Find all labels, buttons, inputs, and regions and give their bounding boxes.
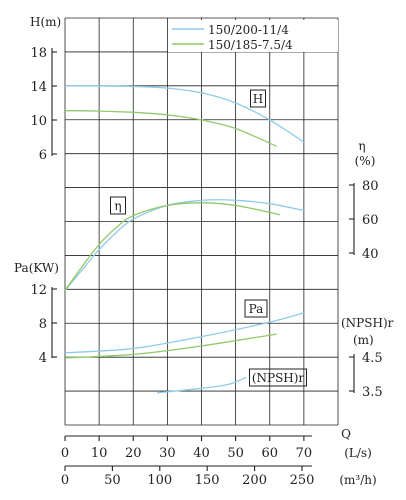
h-curve-200 [64,85,305,143]
pa-axis-tick-label: 12 [30,283,47,298]
legend-label: 150/185-7.5/4 [208,38,293,52]
q-axis-label: Q [341,427,351,441]
h-curve-tag-box [250,89,266,108]
q-ls-tick-label: 40 [193,446,210,461]
pa-axis-tick-label: 8 [39,317,47,332]
chart-axes [51,48,355,471]
h-axis-tick-label: 10 [30,114,47,129]
chart-labels: H(m)6101418Pa(KW)4812η(%)406080(NPSH)r(m… [14,15,394,488]
eta-curve-185 [64,202,281,291]
pa-axis-label: Pa(KW) [14,261,59,275]
q-m3h-tick-label: 100 [147,473,172,488]
h-curve-tag: H [253,92,263,106]
q-ls-unit-label: (L/s) [344,446,372,460]
legend-label: 150/200-11/4 [208,23,289,37]
eta-axis-unit: (%) [355,154,376,168]
eta-curve-tag: η [114,199,121,213]
eta-axis-tick-label: 80 [362,179,379,194]
h-axis-tick-label: 18 [30,46,47,61]
q-ls-tick-label: 10 [91,446,108,461]
pa-curve-185 [64,333,277,359]
npshr-curve-tag-box [249,368,307,387]
npshr-axis-unit: (m) [353,333,374,347]
eta-curve-200 [64,199,305,291]
q-ls-tick-label: 70 [296,446,313,461]
eta-curve-tag-box [110,196,126,215]
chart-grid [64,17,339,426]
q-m3h-tick-label: 0 [61,473,69,488]
npshr-curve-tag: (NPSH)r [252,371,305,385]
q-m3h-tick-label: 150 [195,473,220,488]
q-m3h-unit-label: (m³/h) [339,473,376,487]
pa-axis-tick-label: 4 [39,351,47,366]
h-curve-185 [64,110,277,147]
q-ls-tick-label: 30 [159,446,176,461]
h-axis-tick-label: 6 [39,148,47,163]
pa-curve-tag-box [244,299,268,318]
q-ls-tick-label: 60 [261,446,278,461]
h-axis-tick-label: 14 [30,80,47,95]
npshr-curve-200 [157,376,247,394]
eta-axis-tick-label: 60 [362,213,379,228]
legend-background [168,20,338,52]
npshr-axis-label: (NPSH)r [341,316,394,330]
q-ls-tick-label: 0 [61,446,69,461]
q-ls-tick-label: 50 [227,446,244,461]
npshr-axis-tick-label: 4.5 [362,351,383,366]
eta-axis-tick-label: 40 [362,247,379,262]
q-ls-tick-label: 20 [125,446,142,461]
q-m3h-tick-label: 50 [104,473,121,488]
eta-axis-label: η [358,139,365,153]
h-axis-label: H(m) [30,15,61,29]
q-m3h-tick-label: 250 [290,473,315,488]
npshr-axis-tick-label: 3.5 [362,385,383,400]
pa-curve-tag: Pa [249,302,264,316]
q-m3h-tick-label: 200 [242,473,267,488]
chart-curves [64,85,305,394]
pa-curve-200 [64,312,305,354]
